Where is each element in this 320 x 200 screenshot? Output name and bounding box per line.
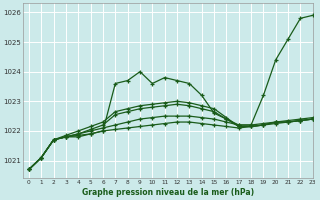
X-axis label: Graphe pression niveau de la mer (hPa): Graphe pression niveau de la mer (hPa): [82, 188, 254, 197]
